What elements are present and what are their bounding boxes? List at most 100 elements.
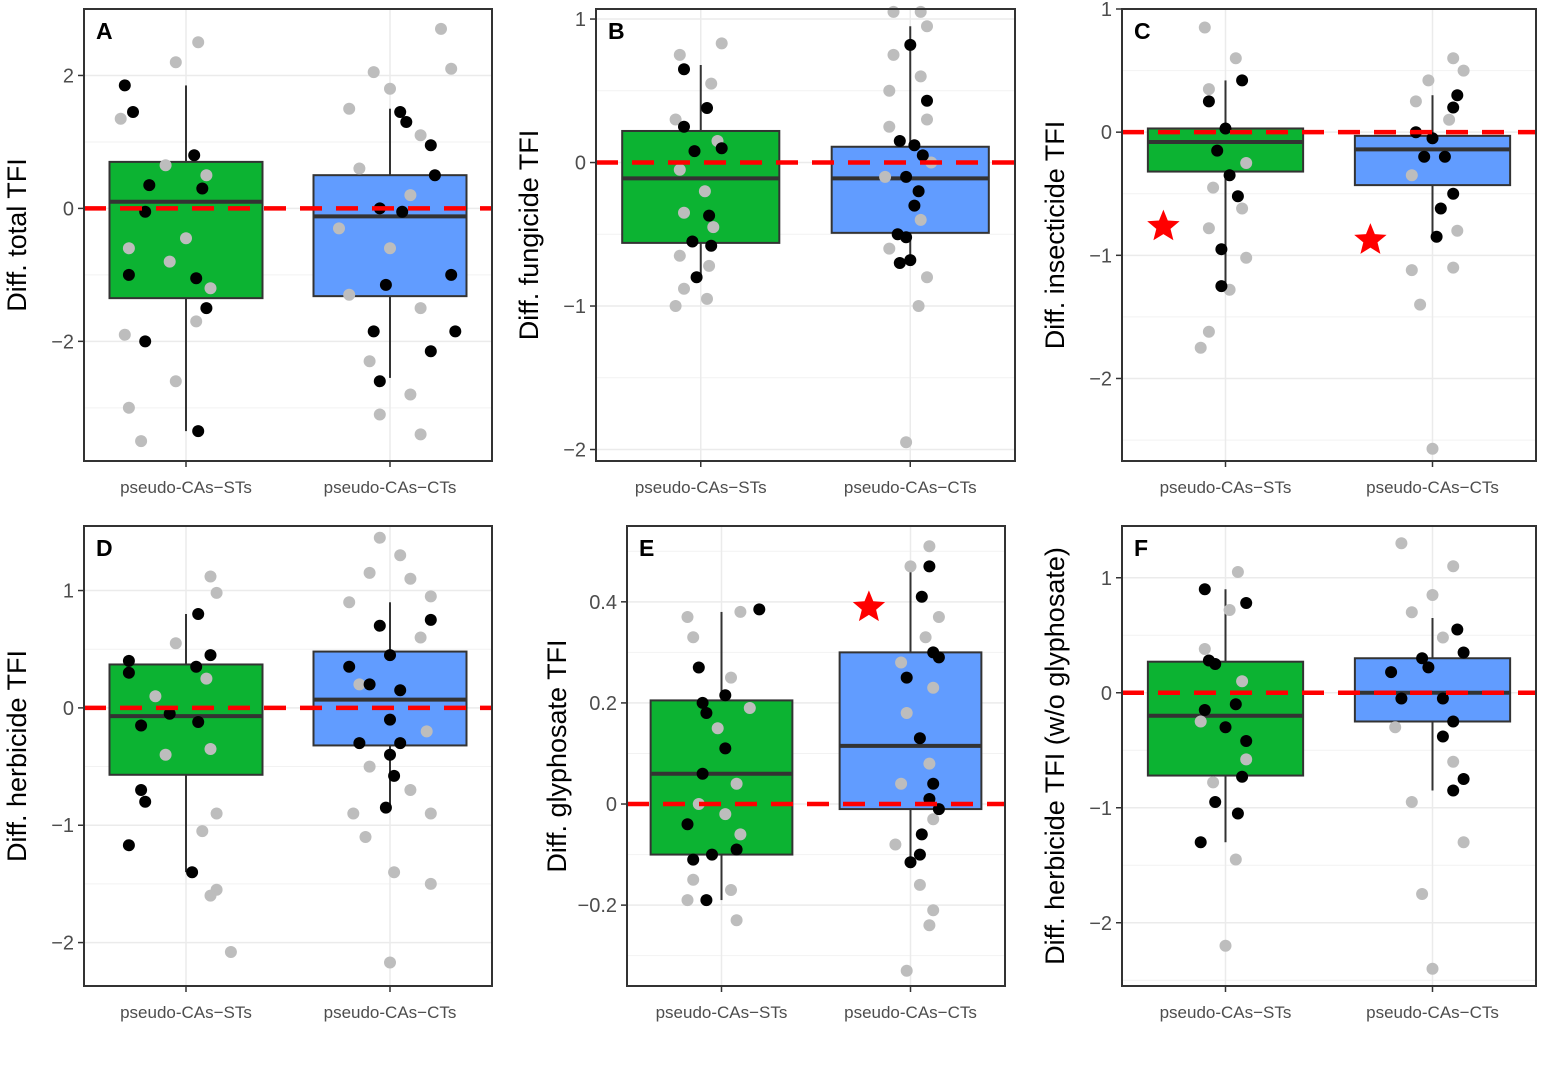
data-point-black — [192, 716, 205, 728]
data-point-black — [143, 179, 156, 192]
data-point-black — [367, 325, 380, 338]
data-point-black — [696, 696, 709, 709]
data-point-grey — [673, 163, 686, 176]
panel-d: −2 −1 0 1 pseudo-CAs−STs pseudo-CAs−CTs Diff. … — [2, 525, 493, 1022]
data-point-black — [730, 843, 743, 856]
box-sts — [1146, 660, 1305, 777]
panel-e: −0.2 0 0.2 0.4 pseudo-CAs−STs pseudo-CAs−CTs D… — [542, 525, 1006, 1022]
data-point-grey — [363, 760, 376, 773]
data-point-black — [384, 748, 396, 761]
data-point-black — [1202, 95, 1215, 108]
data-point-black — [916, 149, 929, 162]
y-tick-label: 1 — [63, 581, 74, 603]
data-point-grey — [1426, 962, 1439, 975]
significance-star — [1147, 209, 1180, 241]
y-tick-label: 0.4 — [589, 592, 617, 614]
data-point-black — [915, 828, 928, 841]
data-point-grey — [883, 242, 896, 255]
data-point-black — [127, 106, 139, 118]
data-point-black — [913, 732, 926, 745]
data-point-black — [719, 689, 732, 702]
data-point-black — [1194, 836, 1207, 849]
data-point-black — [384, 649, 396, 662]
plot-area: −2 −1 0 1 pseudo-CAs−STs pseudo-CAs−CTs Diff. … — [1040, 525, 1537, 1022]
panel-b: −2 −1 0 1 pseudo-CAs−STs pseudo-CAs−CTs Diff. … — [514, 5, 1016, 497]
data-point-grey — [719, 808, 732, 821]
data-point-grey — [1389, 721, 1402, 734]
data-point-black — [923, 560, 936, 573]
y-tick-label: 1 — [575, 9, 586, 31]
data-point-grey — [224, 946, 237, 958]
data-point-grey — [921, 113, 933, 126]
box-cts — [312, 174, 468, 298]
data-point-grey — [169, 375, 182, 388]
data-point-black — [192, 608, 205, 620]
data-point-grey — [353, 162, 366, 175]
data-point-black — [688, 145, 701, 158]
data-point-black — [1209, 658, 1222, 670]
data-point-black — [1422, 661, 1435, 674]
data-point-grey — [900, 436, 913, 449]
data-point-black — [893, 257, 906, 269]
data-point-black — [1236, 74, 1249, 87]
data-point-grey — [404, 189, 417, 202]
data-point-black — [893, 135, 906, 147]
data-point-black — [118, 79, 131, 92]
data-point-grey — [900, 707, 913, 719]
data-point-black — [1457, 773, 1470, 785]
data-point-black — [186, 866, 199, 879]
x-category-label: pseudo-CAs−CTs — [1366, 1003, 1499, 1022]
data-point-black — [1223, 169, 1236, 182]
x-category-label: pseudo-CAs−CTs — [324, 478, 457, 497]
panel-border — [1121, 8, 1537, 462]
data-point-grey — [1231, 566, 1244, 578]
data-point-black — [1426, 132, 1439, 145]
data-point-grey — [1194, 341, 1207, 354]
data-point-grey — [114, 112, 127, 125]
data-point-black — [921, 94, 933, 107]
data-point-black — [200, 302, 213, 315]
data-point-grey — [1202, 222, 1215, 235]
panel-letter: F — [1134, 535, 1148, 561]
data-point-grey — [1416, 888, 1429, 900]
data-point-grey — [889, 838, 902, 851]
data-point-grey — [1426, 442, 1439, 455]
data-point-grey — [1236, 202, 1249, 215]
data-point-grey — [730, 777, 743, 790]
data-point-grey — [404, 572, 417, 585]
data-point-grey — [734, 605, 747, 618]
data-point-black — [1215, 280, 1228, 293]
data-point-black — [904, 856, 917, 869]
data-point-black — [400, 116, 413, 128]
data-point-grey — [388, 866, 401, 879]
data-point-grey — [883, 84, 896, 97]
data-point-grey — [681, 611, 694, 623]
data-point-grey — [210, 586, 223, 599]
panel-c: −2 −1 0 1 pseudo-CAs−STs pseudo-CAs−CTs Diff. … — [1040, 0, 1537, 497]
data-point-grey — [118, 328, 131, 341]
data-point-black — [908, 139, 921, 152]
y-axis-title: Diff. glyphosate TFI — [542, 639, 572, 872]
data-point-black — [1209, 796, 1222, 808]
x-category-label: pseudo-CAs−CTs — [844, 478, 977, 497]
data-point-black — [696, 767, 709, 780]
data-point-grey — [159, 748, 172, 761]
significance-star — [1354, 223, 1387, 254]
data-point-black — [753, 603, 766, 616]
data-point-grey — [1395, 537, 1408, 550]
data-point-black — [122, 654, 135, 667]
data-point-grey — [343, 596, 356, 609]
data-point-black — [379, 801, 392, 814]
data-point-grey — [923, 919, 936, 932]
panel-border — [1121, 525, 1537, 987]
data-point-grey — [725, 884, 737, 896]
data-point-black — [700, 894, 713, 907]
data-point-black — [715, 142, 728, 155]
data-point-black — [192, 425, 205, 438]
y-tick-label: 2 — [63, 65, 74, 87]
data-point-grey — [359, 831, 372, 843]
y-tick-label: 0 — [63, 198, 74, 220]
data-point-grey — [725, 671, 737, 684]
data-point-black — [701, 102, 713, 114]
data-point-grey — [673, 48, 686, 61]
